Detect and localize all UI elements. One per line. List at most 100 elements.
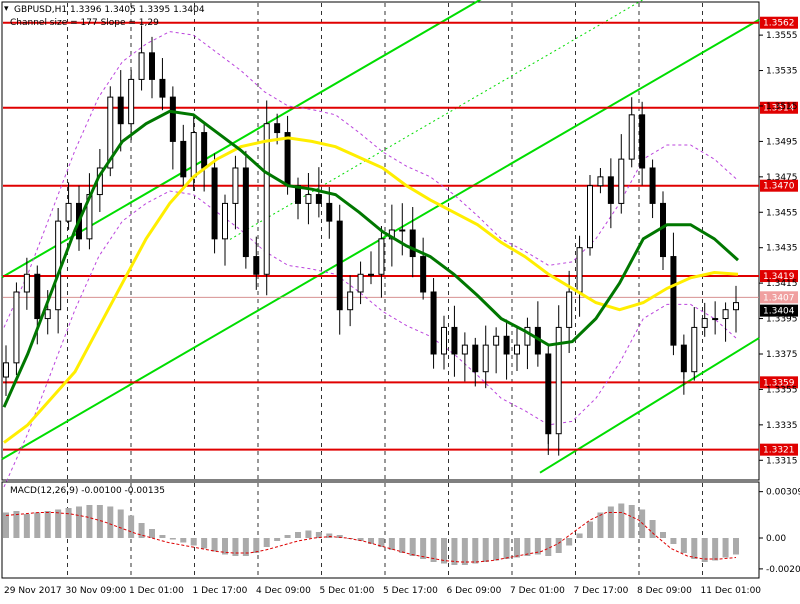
macd-y-tick-label: 0.00309 [766,488,800,498]
candle-body [315,194,322,204]
candle-body [284,132,291,187]
candle-body [691,326,698,373]
macd-panel-frame [1,481,760,579]
candle-body [107,96,114,169]
candle-body [232,167,239,204]
candle-body [607,176,614,204]
ma-slow-line [3,136,739,444]
y-tick-label: 1.3435 [766,244,798,254]
ma-fast-line [2,109,740,408]
x-tick-label: 1 Dec 17:00 [193,586,248,596]
macd-histogram-bar [96,505,103,538]
level-price-label: 1.3470 [763,182,795,192]
macd-histogram-bar [628,505,635,538]
macd-histogram-bar [472,538,479,564]
candle-body [357,273,364,293]
macd-histogram-bar [649,520,656,538]
candle-body [211,167,218,240]
macd-histogram-bar [23,514,30,538]
x-tick-label: 11 Dec 01:00 [701,586,762,596]
candle-body [242,167,249,258]
y-tick-label: 1.3335 [766,421,798,431]
candle-body [555,326,562,435]
macd-histogram-bar [607,506,614,538]
macd-histogram-bar [597,512,604,538]
channel-upper-line-ext [1,126,261,279]
candle-body [660,202,666,258]
macd-histogram-bar [409,538,416,556]
macd-histogram-bar [680,538,687,553]
macd-histogram-bar [295,532,301,538]
candle-body [117,96,124,125]
macd-histogram-bar [670,538,677,544]
candle-body [409,229,416,258]
macd-histogram-bar [201,538,208,549]
y-tick-label: 1.3555 [766,31,798,41]
candle-body [430,291,437,355]
macd-histogram-bar [107,506,114,538]
macd-histogram-bar [378,538,385,547]
candle-body [3,362,9,378]
candle-body [649,167,656,204]
candle-body [326,202,333,222]
candle-body [65,202,72,222]
macd-histogram-bar [555,538,562,553]
chart-menu-arrow-icon[interactable]: ▾ [4,4,9,14]
last-price-label: 1.3404 [763,307,795,317]
macd-label: MACD(12,26,9) -0.00100 -0.00135 [10,486,165,496]
candle-body [566,291,573,328]
macd-histogram-bar [232,538,239,556]
candle-body [420,256,427,293]
macd-histogram-bar [514,538,520,558]
previous-price-box [760,291,798,304]
macd-histogram-bar [618,503,625,538]
candle-body [44,309,51,320]
macd-histogram-bar [3,512,9,538]
macd-histogram-bar [284,535,291,538]
candle-body [628,114,635,160]
y-tick-label: 1.3475 [766,173,798,183]
candle-body [482,344,489,373]
macd-histogram-bar [660,532,666,538]
macd-histogram-bar [701,538,708,562]
candle-body [451,326,458,355]
macd-histogram-bar [13,511,20,538]
candle-body [180,140,187,178]
level-price-box [760,376,798,389]
macd-histogram-bar [190,538,197,546]
macd-histogram-bar [253,538,260,553]
previous-price-label: 1.3407 [763,293,795,303]
y-tick-label: 1.3315 [766,456,798,466]
candle-body [368,273,374,276]
macd-histogram-bar [441,538,447,564]
macd-histogram-bar [128,515,135,538]
candle-body [587,185,593,249]
candle-body [618,158,625,204]
macd-histogram-bar [368,538,374,544]
candle-body [169,96,176,142]
macd-histogram-bar [493,538,500,561]
last-price-box [760,304,798,317]
candle-body [13,291,20,364]
macd-histogram-bar [534,538,541,555]
macd-histogram-bar [461,538,468,565]
macd-histogram-bar [211,538,218,552]
candle-body [597,176,604,187]
macd-signal-line [5,512,737,563]
y-tick-label: 1.3395 [766,315,798,325]
level-price-label: 1.3359 [763,378,795,388]
macd-histogram-bar [326,533,333,538]
x-tick-label: 5 Dec 17:00 [383,586,438,596]
macd-histogram-bar [722,538,729,558]
macd-histogram-bar [420,538,427,559]
macd-histogram-bar [305,530,312,538]
macd-histogram-bar [357,538,364,541]
macd-histogram-bar [86,505,93,538]
channel-info: Channel size = 177 Slope = 1,29 [10,18,159,28]
level-lines: 1.3562 1.3514 1.3470 1.3419 1.3359 1.3321 1.34… [3,16,798,456]
candle-body [55,220,62,311]
candle-body [222,202,228,240]
candle-body [23,273,30,293]
